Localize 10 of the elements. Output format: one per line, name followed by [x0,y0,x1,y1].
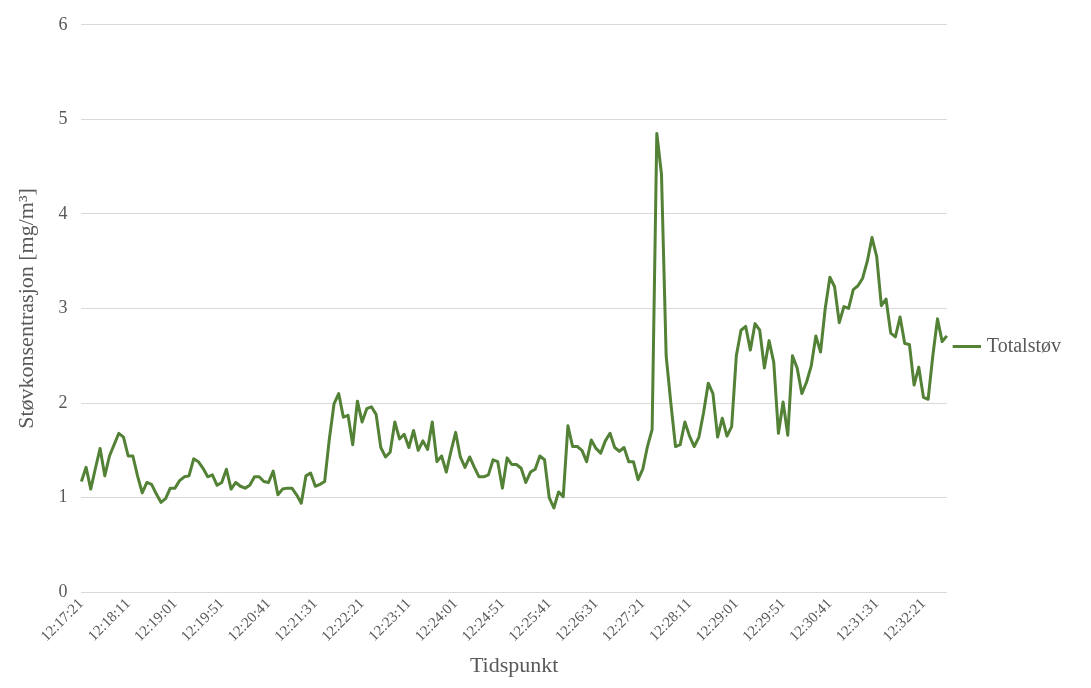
y-tick-label: 6 [58,13,68,34]
y-tick-label: 4 [58,202,68,223]
legend-label: Totalstøv [986,333,1062,356]
y-tick-label: 1 [58,486,68,507]
y-tick-label: 0 [58,580,68,601]
y-tick-label: 3 [58,297,68,318]
y-tick-label: 5 [58,108,68,129]
x-axis-title: Tidspunkt [469,651,559,677]
y-axis-title: Støvkonsentrasjon [mg/m³] [12,188,38,429]
y-tick-label: 2 [58,391,68,412]
